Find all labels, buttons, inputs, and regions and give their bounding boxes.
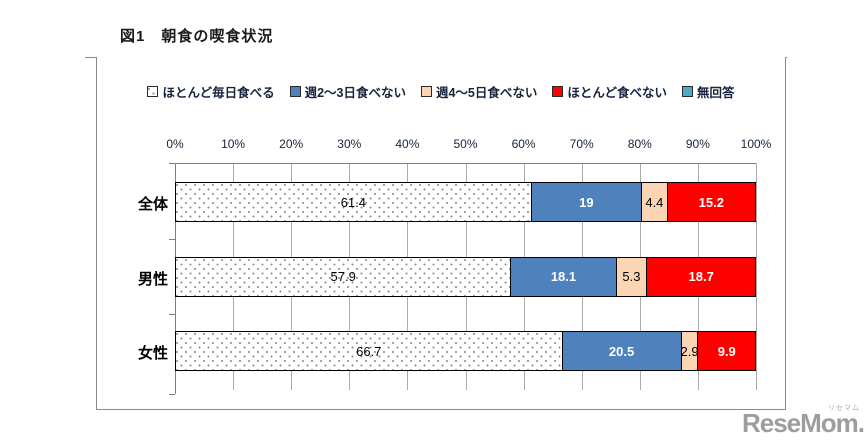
- bar-value-label: 61.4: [340, 194, 367, 210]
- figure-title: 図1 朝食の喫食状況: [120, 28, 274, 45]
- x-axis-tick-label: 70%: [569, 137, 594, 151]
- legend-swatch: [147, 86, 159, 97]
- value-axis-line: [175, 163, 756, 164]
- bar-segment: 19: [531, 182, 643, 222]
- bar-value-label: 5.3: [622, 269, 641, 284]
- bar-value-label: 19: [579, 194, 594, 210]
- gridline: [756, 163, 757, 390]
- legend-item-label: ほとんど毎日食べる: [162, 86, 275, 100]
- x-axis-tick-label: 50%: [453, 137, 478, 151]
- bar-value-label: 2.9: [680, 343, 699, 359]
- bar-segment: 9.9: [698, 331, 756, 371]
- bar-value-label: 15.2: [698, 194, 724, 210]
- bar-value-label: 57.9: [330, 269, 356, 284]
- chart-legend: ほとんど毎日食べる 週2～3日食べない 週4～5日食べない ほとんど食べない 無回答: [96, 82, 786, 101]
- bar-segment: 4.4: [642, 182, 668, 222]
- x-axis-tick-label: 30%: [337, 137, 362, 151]
- legend-swatch: [682, 86, 694, 97]
- legend-item-label: 週4～5日食べない: [435, 86, 538, 100]
- legend-item: ほとんど食べない: [552, 82, 667, 101]
- x-axis-tick-label: 80%: [627, 137, 652, 151]
- resemom-logo-text: ReseMom.: [741, 408, 865, 438]
- category-axis-tick: [169, 238, 175, 240]
- bar-segment: 18.7: [647, 256, 756, 297]
- bar-value-label: 20.5: [608, 343, 635, 359]
- resemom-logo: リセマム ReseMom.: [741, 404, 866, 444]
- legend-item: 無回答: [682, 82, 735, 101]
- bar-value-label: 4.4: [645, 194, 664, 210]
- x-axis-tick-label: 0%: [166, 137, 184, 151]
- category-axis-tick: [169, 314, 175, 316]
- legend-swatch: [420, 86, 432, 97]
- legend-item-label: 週2～3日食べない: [304, 86, 406, 100]
- x-axis-tick-label: 90%: [685, 137, 710, 151]
- legend-item: 週2～3日食べない: [289, 82, 406, 101]
- x-axis-tick-label: 60%: [511, 137, 536, 151]
- category-label: 女性: [137, 345, 168, 362]
- legend-item: ほとんど毎日食べる: [147, 82, 275, 101]
- bar-value-label: 18.1: [550, 269, 577, 284]
- bar-segment: 5.3: [616, 256, 648, 297]
- category-axis-tick: [169, 394, 175, 395]
- bar-segment: 61.4: [175, 182, 532, 222]
- bar-segment: 2.9: [680, 331, 699, 371]
- x-axis-tick-label: 20%: [279, 137, 304, 151]
- bar-value-label: 66.7: [356, 343, 382, 359]
- x-axis-tick-label: 10%: [221, 137, 246, 151]
- bar-segment: 20.5: [562, 331, 682, 371]
- legend-swatch: [289, 86, 301, 97]
- x-axis-tick-label: 40%: [395, 137, 420, 151]
- bar-segment: 15.2: [667, 182, 756, 222]
- bar-segment: 57.9: [175, 256, 512, 297]
- legend-item-label: ほとんど食べない: [567, 86, 668, 100]
- bar-value-label: 18.7: [688, 269, 714, 284]
- resemom-logo-ruby: リセマム: [828, 405, 860, 412]
- legend-item-label: 無回答: [697, 86, 735, 100]
- bar-segment: 66.7: [175, 331, 563, 371]
- category-label: 男性: [137, 270, 168, 288]
- bar-segment: 18.1: [511, 256, 617, 297]
- category-label: 全体: [137, 196, 168, 213]
- x-axis-tick-label: 100%: [740, 137, 772, 151]
- legend-swatch: [552, 86, 564, 97]
- category-axis-tick: [169, 163, 175, 164]
- bar-value-label: 9.9: [717, 343, 736, 359]
- legend-item: 週4～5日食べない: [420, 82, 538, 101]
